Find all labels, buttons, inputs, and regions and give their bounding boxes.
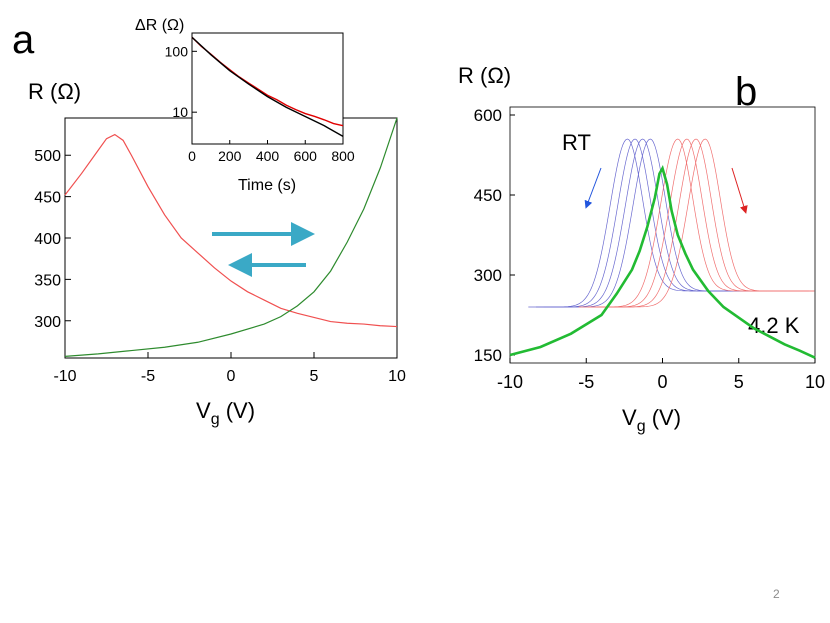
panel-b-x-tick-label: 5 xyxy=(734,372,744,392)
panel-b-y-axis-label: R (Ω) xyxy=(458,63,511,88)
panel-a-data-series xyxy=(64,117,398,357)
panel-b-chart: R (Ω) Vg (V) RT 4.2 K -10 -5 0 5 10 150 300 450… xyxy=(458,63,825,435)
panel-b-blue-arrow xyxy=(584,167,602,209)
panel-b-x-axis-label: Vg (V) xyxy=(622,405,681,435)
panel-a-inset-x-tick-label: 400 xyxy=(256,148,280,164)
panel-b-4-2k-curve xyxy=(509,165,816,359)
panel-a-x-tick-label: 10 xyxy=(388,368,406,385)
panel-a-y-tick-label: 300 xyxy=(34,314,61,331)
panel-b-letter: b xyxy=(735,70,758,114)
panel-a-main-chart: R (Ω) Vg (V) -10 -5 0 5 10 300 350 400 450 500 xyxy=(28,79,406,428)
panel-b-rt-annotation: RT xyxy=(562,130,591,155)
panel-a-inset-frame xyxy=(191,32,344,145)
panel-a-x-tick-label: -10 xyxy=(53,368,76,385)
panel-b-red-arrow xyxy=(731,167,748,214)
panel-a-x-tick-label: 0 xyxy=(227,368,236,385)
panel-a-x-axis-label-subscript: g xyxy=(211,411,220,428)
panel-a-inset-y-tick-label: 10 xyxy=(172,104,188,120)
panel-b-rt-curve-red xyxy=(596,138,815,308)
panel-b-rt-curve-blue xyxy=(528,138,750,308)
panel-b-y-tick-label: 150 xyxy=(474,346,502,365)
panel-a-x-axis-label: Vg (V) xyxy=(196,398,255,428)
panel-a-inset-x-tick-label: 200 xyxy=(218,148,242,164)
panel-b-x-tick-label: -5 xyxy=(578,372,594,392)
panel-a-inset-x-tick-label: 0 xyxy=(188,148,196,164)
panel-b-x-tick-label: -10 xyxy=(497,372,523,392)
panel-a-x-tick-label: -5 xyxy=(141,368,155,385)
panel-a-x-tick-label: 5 xyxy=(310,368,319,385)
panel-b-y-tick-label: 300 xyxy=(474,266,502,285)
panel-a-inset-x-tick-label: 600 xyxy=(294,148,318,164)
panel-a-y-tick-label: 500 xyxy=(34,148,61,165)
panel-a-inset-y-axis-label: ΔR (Ω) xyxy=(135,17,184,34)
panel-a-x-axis-label-unit: (V) xyxy=(220,398,255,423)
panel-a-inset-x-axis-label: Time (s) xyxy=(238,177,296,194)
panel-a-inset-y-tick-label: 100 xyxy=(165,43,189,59)
slide-page-number: 2 xyxy=(773,587,780,601)
panel-a-y-tick-label: 450 xyxy=(34,190,61,207)
panel-b-x-tick-label: 10 xyxy=(805,372,825,392)
panel-b-x-axis-label-main: V xyxy=(622,405,637,430)
panel-b-y-tick-label: 600 xyxy=(474,106,502,125)
panel-b-rt-curve-red xyxy=(606,138,815,308)
panel-a-y-axis-label: R (Ω) xyxy=(28,79,81,104)
panel-b-rt-curve-red xyxy=(578,138,800,308)
panel-a-y-tick-label: 350 xyxy=(34,272,61,289)
panel-b-y-tick-label: 450 xyxy=(474,186,502,205)
panel-b-x-axis-label-subscript: g xyxy=(637,418,646,435)
panel-a-data-series xyxy=(64,133,398,328)
panel-a-inset-chart: ΔR (Ω) Time (s) 0 200 400 600 800 100 10 xyxy=(135,17,355,194)
panel-b-rt-curve-red xyxy=(587,138,809,308)
panel-a-letter: a xyxy=(12,18,35,62)
panel-a-inset-data-series xyxy=(191,36,344,138)
panel-b-x-axis-label-unit: (V) xyxy=(646,405,681,430)
panel-a-inset-x-tick-label: 800 xyxy=(331,148,355,164)
panel-a-y-tick-label: 400 xyxy=(34,231,61,248)
panel-b-4-2k-annotation: 4.2 K xyxy=(748,313,800,338)
panel-a-x-axis-label-main: V xyxy=(196,398,211,423)
panel-b-x-tick-label: 0 xyxy=(657,372,667,392)
